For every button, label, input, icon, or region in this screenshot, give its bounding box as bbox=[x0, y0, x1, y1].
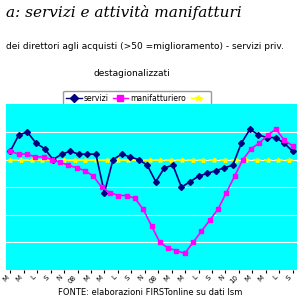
Text: destagionalizzati: destagionalizzati bbox=[93, 69, 170, 78]
Text: FONTE: elaborazioni FIRSTonline su dati Ism: FONTE: elaborazioni FIRSTonline su dati … bbox=[58, 288, 242, 297]
Legend: servizi, manifatturiero, : servizi, manifatturiero, bbox=[63, 91, 211, 106]
Text: dei direttori agli acquisti (>50 =miglioramento) - servizi priv.: dei direttori agli acquisti (>50 =miglio… bbox=[6, 42, 284, 51]
Text: a: servizi e attività manifatturi: a: servizi e attività manifatturi bbox=[6, 5, 242, 20]
